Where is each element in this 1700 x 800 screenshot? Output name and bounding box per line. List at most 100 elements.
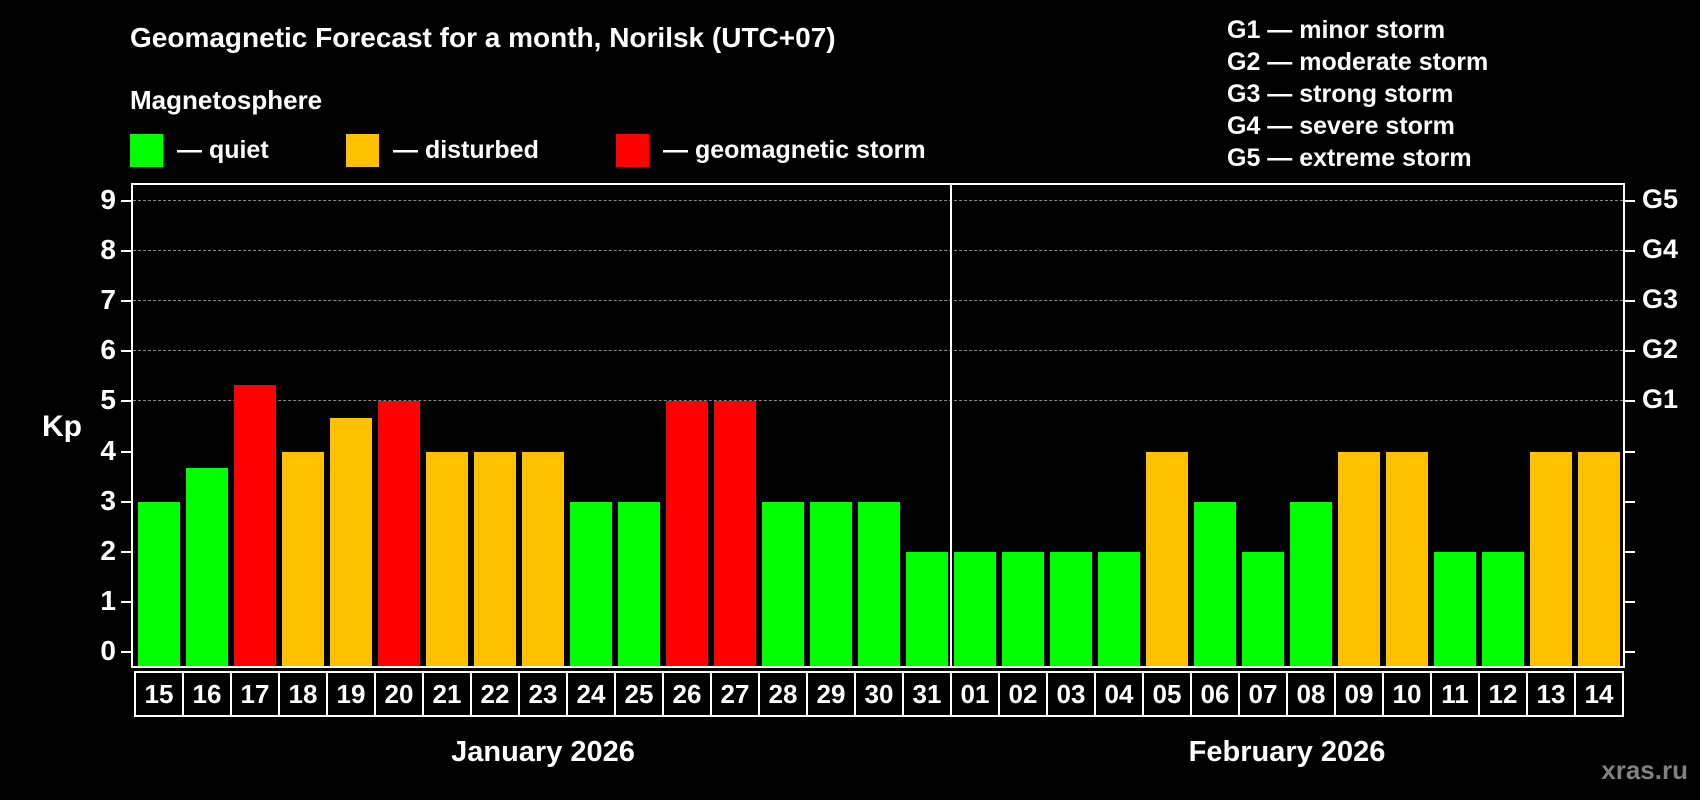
bar-disturbed [1338, 451, 1380, 666]
bar-disturbed [474, 451, 516, 666]
bar-quiet [1434, 551, 1476, 666]
date-label: 16 [182, 671, 232, 717]
plot-area [131, 183, 1625, 668]
y-tick-label: 7 [100, 284, 116, 316]
date-label: 10 [1382, 671, 1432, 717]
legend-quiet: — quiet [130, 133, 269, 167]
storm-scale-g4: G4 — severe storm [1227, 112, 1455, 140]
storm-level-label: G1 [1642, 384, 1679, 415]
y-tick-right [1625, 500, 1635, 503]
date-label: 03 [1046, 671, 1096, 717]
bar-disturbed [1578, 451, 1620, 666]
y-tick-label: 4 [100, 434, 116, 466]
y-tick-left [121, 600, 131, 603]
date-label: 19 [326, 671, 376, 717]
bar-disturbed [522, 451, 564, 666]
disturbed-swatch [346, 133, 379, 167]
bar-quiet [570, 501, 612, 666]
date-label: 23 [518, 671, 568, 717]
bar-quiet [186, 468, 228, 666]
bar-disturbed [1386, 451, 1428, 666]
month-divider [950, 183, 952, 668]
storm-level-label: G2 [1642, 334, 1679, 365]
legend-title: Magnetosphere [130, 85, 323, 115]
date-label: 09 [1334, 671, 1384, 717]
gridline [133, 200, 1623, 201]
gridline [133, 350, 1623, 352]
date-label: 06 [1190, 671, 1240, 717]
bar-quiet [1194, 501, 1236, 666]
bar-storm [714, 401, 756, 666]
date-label: 21 [422, 671, 472, 717]
bar-disturbed [282, 451, 324, 666]
gridline [133, 250, 1623, 252]
storm-scale-g2: G2 — moderate storm [1227, 48, 1489, 76]
y-tick-label: 0 [100, 635, 116, 666]
watermark: xras.ru [1601, 755, 1688, 785]
legend-disturbed: — disturbed [346, 133, 539, 167]
bar-storm [234, 384, 276, 666]
date-label: 04 [1094, 671, 1144, 717]
month-label-january: January 2026 [451, 736, 635, 768]
bar-quiet [1002, 551, 1044, 666]
date-label: 08 [1286, 671, 1336, 717]
y-tick-left [121, 300, 131, 303]
month-label-february: February 2026 [1188, 736, 1386, 768]
date-label: 12 [1478, 671, 1528, 717]
legend-storm-label: — geomagnetic storm [663, 135, 926, 164]
y-tick-right [1625, 300, 1635, 303]
y-tick-right [1625, 450, 1635, 453]
y-tick-left [121, 500, 131, 503]
bar-quiet [858, 501, 900, 666]
y-tick-left [121, 400, 131, 403]
y-axis-label: Kp [42, 410, 82, 443]
storm-scale-g5: G5 — extreme storm [1227, 144, 1472, 172]
bar-quiet [954, 551, 996, 666]
y-tick-left [121, 250, 131, 253]
y-tick-left [121, 651, 131, 653]
storm-scale-legend: G1 — minor storm G2 — moderate storm G3 … [1227, 14, 1488, 174]
bar-storm [666, 401, 708, 666]
storm-level-label: G5 [1642, 184, 1679, 214]
storm-scale-g3: G3 — strong storm [1227, 80, 1454, 108]
gridline [133, 400, 1623, 402]
y-tick-label: 3 [100, 484, 116, 516]
bar-disturbed [1530, 451, 1572, 666]
storm-level-label: G3 [1642, 284, 1679, 315]
date-label: 05 [1142, 671, 1192, 717]
y-tick-right [1625, 651, 1635, 653]
y-tick-left [121, 450, 131, 453]
y-tick-right [1625, 200, 1635, 202]
bar-quiet [618, 501, 660, 666]
bar-quiet [1242, 551, 1284, 666]
bar-disturbed [426, 451, 468, 666]
date-label: 14 [1574, 671, 1624, 717]
y-tick-right [1625, 550, 1635, 553]
date-label: 11 [1430, 671, 1480, 717]
date-label: 13 [1526, 671, 1576, 717]
date-label: 26 [662, 671, 712, 717]
date-label: 25 [614, 671, 664, 717]
quiet-swatch [130, 133, 163, 167]
y-tick-left [121, 350, 131, 353]
y-tick-right [1625, 400, 1635, 403]
bar-quiet [1098, 551, 1140, 666]
bar-quiet [138, 501, 180, 666]
date-label: 20 [374, 671, 424, 717]
bar-storm [378, 401, 420, 666]
date-label: 18 [278, 671, 328, 717]
date-label: 22 [470, 671, 520, 717]
legend-quiet-label: — quiet [177, 135, 269, 164]
date-label: 24 [566, 671, 616, 717]
date-label: 01 [950, 671, 1000, 717]
date-label: 02 [998, 671, 1048, 717]
date-label: 07 [1238, 671, 1288, 717]
y-tick-label: 2 [100, 534, 116, 566]
date-label: 28 [758, 671, 808, 717]
y-tick-label: 1 [100, 584, 116, 616]
storm-swatch [616, 133, 649, 167]
bar-quiet [762, 501, 804, 666]
bar-quiet [810, 501, 852, 666]
y-tick-label: 9 [100, 184, 116, 215]
gridline [133, 300, 1623, 302]
